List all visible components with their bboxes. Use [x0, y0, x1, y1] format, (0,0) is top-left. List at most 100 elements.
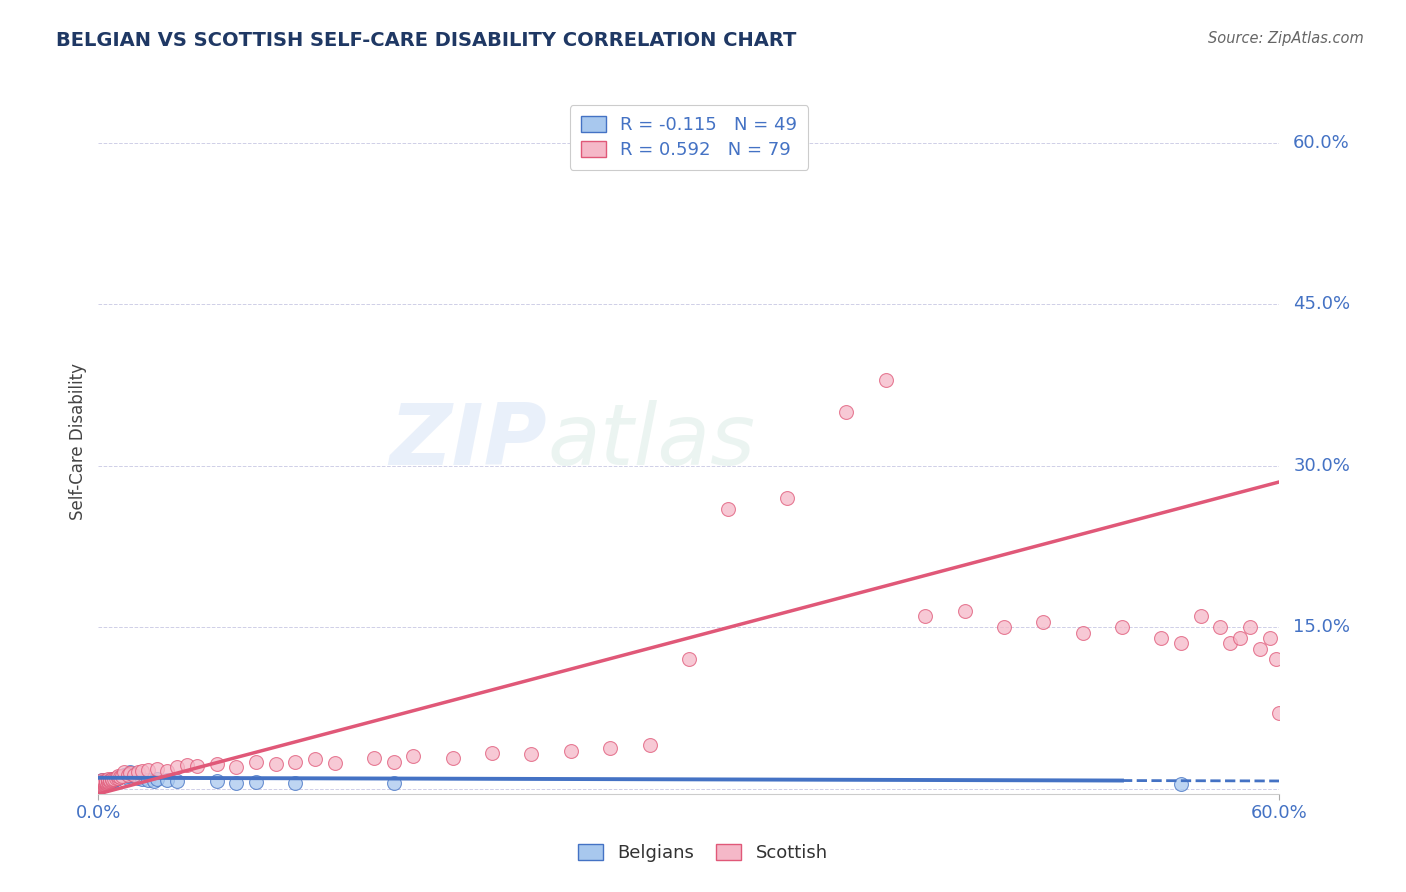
Point [97, 772, 120, 786]
Point [1249, 641, 1271, 656]
Point [122, 768, 145, 782]
Point [1170, 777, 1192, 791]
Point [93, 775, 115, 789]
Point [93, 774, 115, 789]
Point [101, 772, 124, 786]
Point [93, 774, 115, 789]
Point [103, 772, 125, 786]
Point [101, 774, 124, 789]
Point [93, 775, 115, 789]
Text: 30.0%: 30.0% [1294, 457, 1350, 475]
Point [97, 775, 120, 789]
Point [1229, 631, 1251, 645]
Point [96, 777, 118, 791]
Point [108, 770, 131, 784]
Point [481, 746, 503, 760]
Point [107, 770, 129, 784]
Point [678, 652, 700, 666]
Point [118, 765, 141, 780]
Point [91, 776, 114, 790]
Point [323, 756, 346, 770]
Point [1150, 631, 1173, 645]
Point [1189, 609, 1212, 624]
Point [1071, 625, 1094, 640]
Point [93, 776, 115, 790]
Point [142, 774, 165, 789]
Point [98, 772, 121, 787]
Point [146, 772, 169, 786]
Point [166, 760, 188, 774]
Point [89, 777, 111, 791]
Point [382, 755, 405, 769]
Point [91, 778, 114, 792]
Point [107, 768, 129, 782]
Point [107, 771, 129, 785]
Point [1239, 620, 1261, 634]
Legend: Belgians, Scottish: Belgians, Scottish [571, 837, 835, 870]
Point [146, 762, 169, 776]
Point [91, 778, 114, 792]
Point [264, 756, 287, 771]
Point [441, 751, 464, 765]
Point [93, 777, 115, 791]
Point [89, 776, 111, 790]
Point [127, 771, 149, 785]
Point [225, 776, 247, 790]
Point [122, 767, 145, 781]
Text: ZIP: ZIP [389, 400, 547, 483]
Point [111, 768, 134, 782]
Y-axis label: Self-Care Disability: Self-Care Disability [69, 363, 87, 520]
Point [1111, 620, 1133, 634]
Point [117, 767, 139, 781]
Point [127, 765, 149, 780]
Point [96, 775, 118, 789]
Point [117, 771, 139, 785]
Point [835, 405, 858, 419]
Point [91, 777, 114, 791]
Point [136, 763, 159, 777]
Point [105, 771, 128, 785]
Point [993, 620, 1015, 634]
Point [91, 777, 114, 791]
Point [98, 775, 121, 789]
Point [1209, 620, 1232, 634]
Point [118, 766, 141, 780]
Point [205, 774, 228, 789]
Point [382, 776, 405, 790]
Point [107, 771, 129, 785]
Point [103, 772, 125, 787]
Point [638, 739, 661, 753]
Point [91, 772, 114, 787]
Point [98, 772, 121, 787]
Point [96, 776, 118, 790]
Point [91, 780, 114, 794]
Point [89, 777, 111, 791]
Point [1268, 706, 1291, 721]
Text: atlas: atlas [547, 400, 755, 483]
Point [89, 778, 111, 792]
Point [205, 756, 228, 771]
Point [131, 772, 153, 786]
Point [131, 764, 153, 779]
Point [1170, 636, 1192, 650]
Point [111, 768, 134, 782]
Point [186, 759, 208, 773]
Point [89, 778, 111, 792]
Point [363, 751, 385, 765]
Point [118, 767, 141, 781]
Point [284, 755, 307, 769]
Point [599, 740, 621, 755]
Point [776, 491, 799, 505]
Point [1258, 631, 1281, 645]
Point [96, 776, 118, 790]
Point [1032, 615, 1054, 629]
Point [136, 772, 159, 787]
Point [156, 772, 179, 787]
Point [91, 774, 114, 789]
Point [93, 778, 115, 792]
Point [245, 755, 267, 769]
Point [97, 776, 120, 790]
Text: 60.0%: 60.0% [1294, 134, 1350, 152]
Point [101, 772, 124, 787]
Point [875, 373, 897, 387]
